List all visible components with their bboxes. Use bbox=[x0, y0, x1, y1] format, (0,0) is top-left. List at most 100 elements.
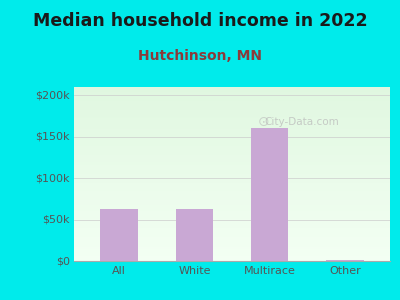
Text: $50k: $50k bbox=[42, 214, 70, 225]
Bar bbox=[74, 108, 390, 110]
Text: $0: $0 bbox=[56, 256, 70, 266]
Text: $200k: $200k bbox=[35, 90, 70, 100]
Bar bbox=[74, 218, 390, 219]
Bar bbox=[74, 238, 390, 240]
Bar bbox=[74, 110, 390, 111]
Bar bbox=[74, 209, 390, 211]
Bar bbox=[74, 191, 390, 193]
Bar bbox=[74, 176, 390, 178]
Bar bbox=[74, 172, 390, 174]
Bar bbox=[74, 89, 390, 91]
Bar bbox=[100, 209, 138, 261]
Bar bbox=[74, 252, 390, 254]
Bar bbox=[74, 245, 390, 247]
Bar bbox=[74, 92, 390, 94]
Bar bbox=[74, 244, 390, 245]
Bar bbox=[74, 132, 390, 134]
Text: $100k: $100k bbox=[36, 173, 70, 183]
Bar bbox=[74, 205, 390, 207]
Bar bbox=[74, 207, 390, 209]
Bar bbox=[74, 101, 390, 103]
Bar bbox=[74, 87, 390, 89]
Bar bbox=[74, 249, 390, 250]
Bar bbox=[74, 146, 390, 148]
Text: $150k: $150k bbox=[36, 132, 70, 142]
Bar bbox=[74, 125, 390, 127]
Bar bbox=[74, 120, 390, 122]
Bar bbox=[74, 216, 390, 218]
Bar bbox=[74, 235, 390, 237]
Bar bbox=[74, 139, 390, 141]
Bar bbox=[74, 169, 390, 170]
Bar bbox=[74, 231, 390, 233]
Bar bbox=[74, 211, 390, 212]
Bar bbox=[74, 111, 390, 113]
Bar bbox=[74, 144, 390, 146]
Bar bbox=[74, 256, 390, 257]
Bar bbox=[74, 155, 390, 157]
Bar bbox=[74, 186, 390, 188]
Bar bbox=[74, 124, 390, 125]
Bar bbox=[74, 212, 390, 214]
Bar bbox=[74, 153, 390, 155]
Bar bbox=[74, 174, 390, 176]
Bar bbox=[74, 150, 390, 152]
Bar bbox=[74, 91, 390, 92]
Bar bbox=[326, 260, 364, 261]
Bar bbox=[74, 196, 390, 198]
Bar bbox=[74, 165, 390, 167]
Bar bbox=[74, 240, 390, 242]
Bar bbox=[74, 94, 390, 96]
Bar bbox=[74, 233, 390, 235]
Bar bbox=[74, 130, 390, 132]
Bar bbox=[74, 190, 390, 191]
Bar bbox=[74, 129, 390, 130]
Bar bbox=[74, 221, 390, 223]
Bar bbox=[74, 195, 390, 196]
Bar bbox=[74, 162, 390, 164]
Bar bbox=[74, 170, 390, 172]
Bar bbox=[74, 226, 390, 228]
Bar bbox=[74, 223, 390, 224]
Bar bbox=[74, 184, 390, 186]
Bar bbox=[74, 202, 390, 204]
Bar bbox=[74, 160, 390, 162]
Bar bbox=[74, 254, 390, 256]
Bar bbox=[74, 198, 390, 200]
Bar bbox=[74, 103, 390, 104]
Bar bbox=[74, 136, 390, 137]
Bar bbox=[74, 237, 390, 239]
Bar bbox=[74, 134, 390, 136]
Bar bbox=[74, 106, 390, 108]
Bar bbox=[74, 178, 390, 179]
Bar bbox=[74, 200, 390, 202]
Bar bbox=[74, 96, 390, 98]
Bar bbox=[74, 127, 390, 129]
Bar bbox=[74, 259, 390, 261]
Bar bbox=[74, 183, 390, 184]
Text: ⊙: ⊙ bbox=[258, 115, 270, 129]
Bar bbox=[74, 98, 390, 99]
Bar bbox=[176, 209, 213, 261]
Bar bbox=[74, 214, 390, 216]
Bar bbox=[74, 152, 390, 153]
Bar bbox=[74, 219, 390, 221]
Bar bbox=[74, 167, 390, 169]
Bar bbox=[74, 204, 390, 205]
Bar bbox=[74, 137, 390, 139]
Bar bbox=[74, 247, 390, 249]
Bar bbox=[74, 250, 390, 252]
Bar bbox=[74, 158, 390, 160]
Bar bbox=[74, 113, 390, 115]
Bar bbox=[251, 128, 288, 261]
Text: Hutchinson, MN: Hutchinson, MN bbox=[138, 50, 262, 64]
Bar bbox=[74, 104, 390, 106]
Bar bbox=[74, 188, 390, 190]
Bar bbox=[74, 99, 390, 101]
Bar bbox=[74, 118, 390, 120]
Bar bbox=[74, 115, 390, 117]
Bar bbox=[74, 257, 390, 259]
Bar bbox=[74, 117, 390, 118]
Bar bbox=[74, 230, 390, 231]
Bar bbox=[74, 224, 390, 226]
